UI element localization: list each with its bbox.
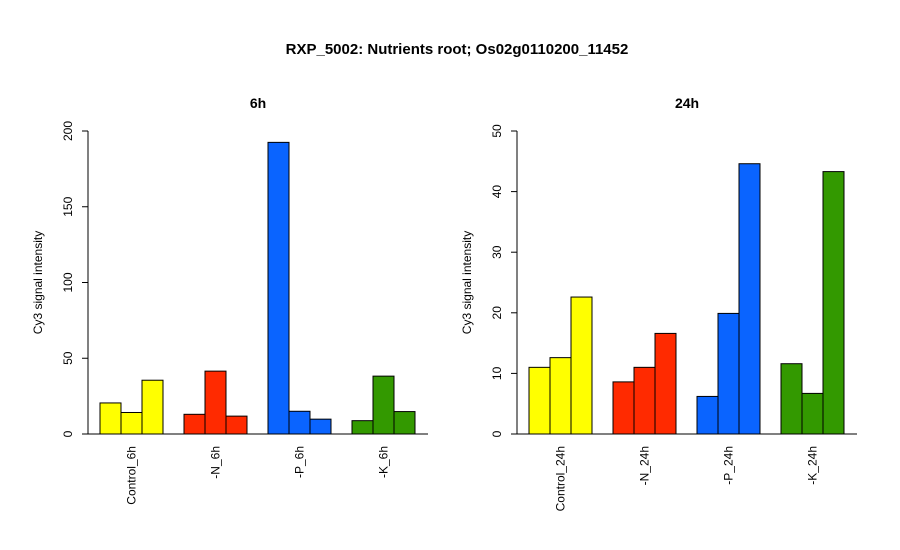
y-axis-label: Cy3 signal intensity <box>31 231 45 334</box>
y-tick-label: 0 <box>490 430 504 437</box>
bar--N_24h-2 <box>633 366 656 435</box>
bar--N_24h-3 <box>654 332 677 435</box>
chart-panel-24h: 24h Control_24h -N_24h -P_24h -K_24h 0 10 20 30 4… <box>460 95 857 511</box>
x-tick-label: -N_6h <box>209 446 223 479</box>
y-tick-label: 150 <box>61 196 75 216</box>
bar--K_6h-1 <box>351 420 374 435</box>
panel-title: 6h <box>250 95 266 111</box>
bar-Control_6h-3 <box>141 379 164 435</box>
x-tick-label: Control_6h <box>125 446 139 505</box>
bar-Control_6h-2 <box>120 411 143 435</box>
bar--N_24h-1 <box>612 381 635 435</box>
bar--K_24h-1 <box>780 363 803 435</box>
figure-title: RXP_5002: Nutrients root; Os02g0110200_1… <box>286 41 629 58</box>
bar-Control_24h-1 <box>528 366 551 435</box>
y-tick-label: 50 <box>490 124 504 138</box>
bar-Control_6h-1 <box>99 402 122 435</box>
x-tick-label: -K_6h <box>377 446 391 478</box>
chart-panel-6h: 6h Control_6h -N_6h -P_6h -K_6h 0 50 100 150 200 C… <box>31 95 428 505</box>
y-tick-label: 200 <box>61 121 75 141</box>
bar--N_6h-1 <box>183 413 206 435</box>
y-tick-label: 20 <box>490 306 504 320</box>
bar--K_6h-3 <box>393 411 416 435</box>
x-tick-label: -P_6h <box>293 446 307 478</box>
panel-title: 24h <box>675 95 699 111</box>
y-axis-label: Cy3 signal intensity <box>460 231 474 334</box>
x-tick-label: -P_24h <box>722 446 736 485</box>
bar-Control_24h-2 <box>549 357 572 435</box>
bar--P_6h-2 <box>288 410 311 435</box>
y-tick-label: 10 <box>490 366 504 380</box>
y-tick-label: 50 <box>61 351 75 365</box>
bar--N_6h-2 <box>204 370 227 435</box>
x-tick-label: Control_24h <box>554 446 568 511</box>
y-tick-label: 30 <box>490 245 504 259</box>
bar--P_24h-3 <box>738 163 761 435</box>
y-tick-label: 0 <box>61 430 75 437</box>
bar--P_6h-3 <box>309 418 332 435</box>
x-tick-label: -K_24h <box>806 446 820 485</box>
y-tick-label: 40 <box>490 185 504 199</box>
bar--P_24h-2 <box>717 312 740 435</box>
bar--K_24h-3 <box>822 171 845 435</box>
bar--N_6h-3 <box>225 415 248 435</box>
bar--K_6h-2 <box>372 375 395 435</box>
bar-Control_24h-3 <box>570 296 593 435</box>
x-tick-label: -N_24h <box>638 446 652 485</box>
bar--K_24h-2 <box>801 392 824 435</box>
bar--P_6h-1 <box>267 141 290 435</box>
bar--P_24h-1 <box>696 395 719 435</box>
y-tick-label: 100 <box>61 272 75 292</box>
